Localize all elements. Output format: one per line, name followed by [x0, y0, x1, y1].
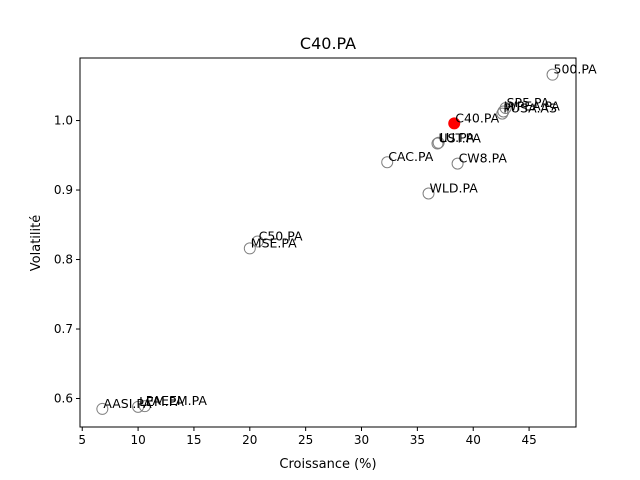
x-axis-label: Croissance (%) [279, 457, 376, 472]
x-tick-label: 40 [466, 433, 481, 447]
x-tick-label: 15 [186, 433, 201, 447]
y-tick-label: 0.8 [54, 253, 73, 267]
x-tick-label: 25 [298, 433, 313, 447]
x-tick-label: 35 [410, 433, 425, 447]
point-label: MSE.PA [251, 235, 297, 250]
x-tick-label: 10 [130, 433, 145, 447]
data-point [431, 137, 444, 150]
y-axis: 0.6 0.7 0.8 0.9 1.0 [54, 114, 80, 406]
point-label: LEM.PA [139, 394, 184, 409]
point-label: WLD.PA [430, 181, 479, 196]
data-point [138, 400, 151, 413]
point-label: WPEA.PA [504, 99, 560, 114]
data-point [422, 187, 435, 200]
point-label: 500.PA [554, 62, 598, 77]
y-tick-label: 0.7 [54, 322, 73, 336]
x-tick-label: 20 [242, 433, 257, 447]
point-label: AASI.PA [103, 396, 152, 411]
x-tick-label: 45 [521, 433, 536, 447]
point-label: LU.PA [440, 130, 475, 145]
highlighted-point [448, 117, 461, 130]
data-point [451, 157, 464, 170]
data-point [432, 136, 445, 149]
y-tick-label: 0.9 [54, 183, 73, 197]
data-point [132, 400, 145, 413]
x-axis: 5 10 15 20 25 30 35 40 45 [78, 427, 537, 447]
plot-area [79, 57, 577, 428]
y-tick-label: 0.6 [54, 392, 73, 406]
point-label: SP5.PA [507, 95, 550, 110]
y-axis-label: Volatilité [29, 215, 44, 271]
data-point [496, 107, 509, 120]
data-point [381, 156, 394, 169]
data-point [243, 242, 256, 255]
data-points [96, 68, 559, 415]
point-label: CW8.PA [459, 151, 508, 166]
data-point [96, 402, 109, 415]
data-point [251, 235, 264, 248]
chart-title: C40.PA [300, 34, 356, 53]
point-label: PUSA.AS [503, 101, 557, 116]
point-label: UST.PA [438, 130, 481, 145]
point-label: C40.PA [455, 110, 499, 125]
y-tick-label: 1.0 [54, 114, 73, 128]
data-point [497, 105, 510, 118]
point-label: C50.PA [259, 228, 303, 243]
data-point [546, 68, 559, 81]
point-label: CAC.PA [388, 149, 433, 164]
x-tick-label: 5 [78, 433, 86, 447]
point-label: PAEEM.PA [146, 393, 208, 408]
x-tick-label: 30 [354, 433, 369, 447]
